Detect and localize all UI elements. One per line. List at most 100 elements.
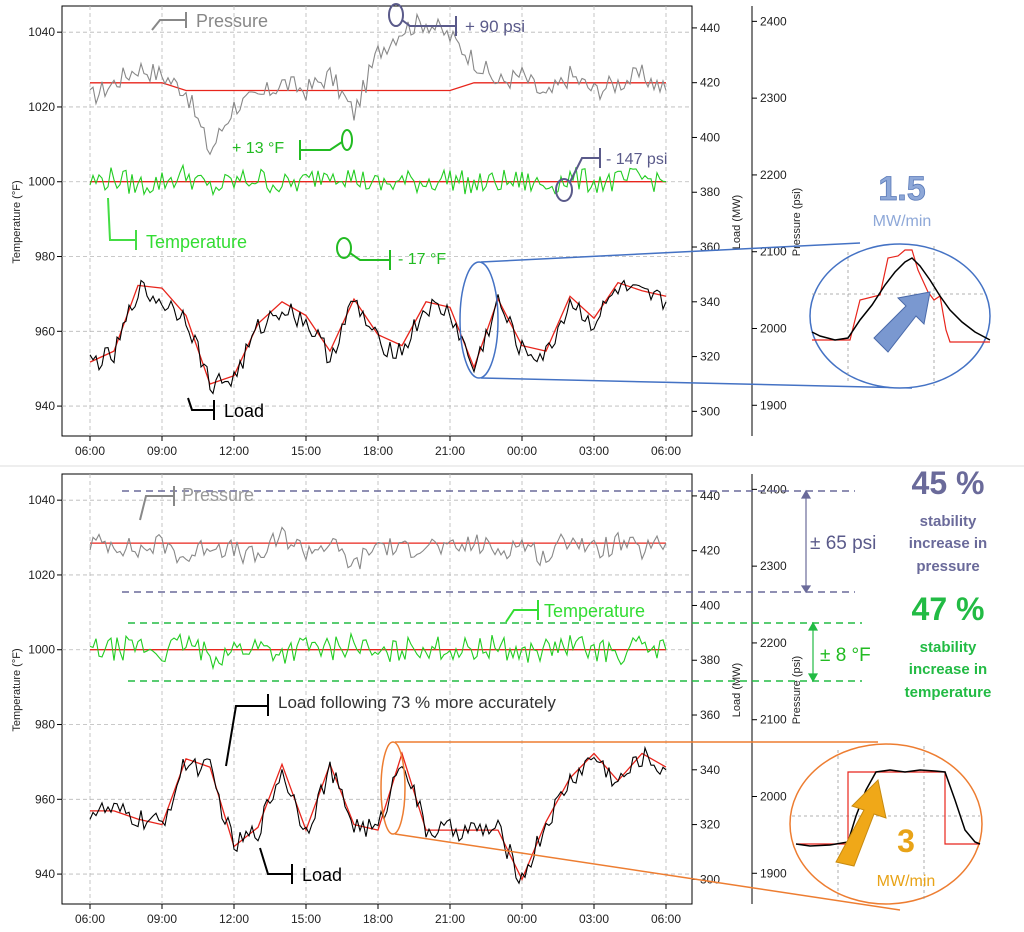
temperature-tick-label: 980	[35, 718, 55, 732]
temperature-tick-label: 940	[35, 867, 55, 881]
temperature-tick-label: 960	[35, 792, 55, 806]
load-tick-label: 360	[700, 708, 720, 722]
x-tick-label: 15:00	[291, 444, 321, 458]
pressure-band-lines	[122, 490, 855, 593]
temperature-ticks: 940 960 980 1000 1020 1040	[28, 25, 62, 413]
load-tick-label: 340	[700, 295, 720, 309]
pressure-tick-label: 2200	[760, 168, 787, 182]
load-tick-label: 400	[700, 130, 720, 144]
stat-temperature-line-1: stability	[920, 639, 977, 656]
pressure-tick-label: 2000	[760, 322, 787, 336]
x-tick-label: 03:00	[579, 444, 609, 458]
temp-peak-marker-ellipse	[341, 129, 353, 151]
zoom-inset-gridlines	[812, 246, 986, 386]
series-temperature-line	[89, 163, 667, 197]
load-ticks: 300 320 340 360 380 400 420 440	[692, 21, 720, 418]
temperature-range-arrow-icon	[807, 621, 819, 683]
x-tick-label: 09:00	[147, 912, 177, 926]
series-group	[89, 526, 667, 885]
temperature-callout-line	[505, 600, 539, 623]
ramp-rate-value: 3	[897, 823, 915, 859]
temp-dip-marker-ellipse	[336, 237, 352, 259]
x-tick-label: 21:00	[435, 912, 465, 926]
pressure-tick-label: 1900	[760, 866, 787, 880]
temperature-ticks: 940 960 980 1000 1020 1040	[28, 493, 62, 881]
temp-dip-callout-line	[349, 250, 391, 270]
x-tick-label: 06:00	[651, 444, 681, 458]
annotation-load: Load	[224, 401, 264, 421]
temperature-callout-line	[107, 197, 137, 250]
series-load-line	[89, 279, 667, 395]
x-tick-label: 00:00	[507, 912, 537, 926]
annotation-minus-147-psi: - 147 psi	[606, 151, 667, 168]
temperature-tick-label: 1000	[28, 175, 55, 189]
zoom-connector-top	[480, 242, 861, 263]
x-ticks: 06:00 09:00 12:00 15:00 18:00 21:00 00:00 03:00…	[75, 436, 681, 458]
load-tick-label: 360	[700, 240, 720, 254]
panel-after: 06:00 09:00 12:00 15:00 18:00 21:00 00:00 03:00…	[11, 465, 991, 926]
annotation-plus-minus-65-psi: ± 65 psi	[810, 533, 876, 554]
annotation-minus-17-f: - 17 °F	[398, 251, 446, 268]
load-tick-label: 300	[700, 872, 720, 886]
panel-before: 06:00 09:00 12:00 15:00 18:00 21:00 00:00 03:00…	[11, 3, 991, 458]
stat-pressure-line-1: stability	[920, 513, 977, 530]
ramp-rate-unit: MW/min	[877, 873, 936, 890]
pressure-callout-line	[139, 486, 175, 521]
pressure-tick-label: 2400	[760, 14, 787, 28]
pressure-range-arrow-icon	[800, 489, 812, 594]
x-tick-label: 06:00	[75, 912, 105, 926]
x-tick-label: 12:00	[219, 444, 249, 458]
stat-pressure-value: 45 %	[912, 465, 985, 501]
stat-pressure-line-2: increase in	[909, 535, 987, 552]
annotation-plus-13-f: + 13 °F	[232, 140, 284, 157]
temp-peak-callout-line	[299, 140, 343, 160]
annotation-load: Load	[302, 865, 342, 885]
annotation-pressure: Pressure	[182, 485, 254, 505]
load-tick-label: 340	[700, 763, 720, 777]
load-accuracy-callout-line	[225, 694, 269, 767]
zoom-connector-bottom	[394, 833, 901, 911]
pressure-tick-label: 2200	[760, 636, 787, 650]
x-ticks: 06:00 09:00 12:00 15:00 18:00 21:00 00:00 03:00…	[75, 904, 681, 926]
load-callout-line	[259, 847, 293, 884]
x-tick-label: 18:00	[363, 444, 393, 458]
temperature-axis-label: Temperature (°F)	[11, 648, 23, 731]
pressure-tick-label: 1900	[760, 398, 787, 412]
zoom-region-ellipse	[459, 261, 499, 379]
pressure-dip-marker-ellipse	[555, 178, 573, 202]
load-axis-label: Load (MW)	[731, 663, 743, 717]
stat-temperature-value: 47 %	[912, 591, 985, 627]
series-pressure-line	[89, 526, 667, 570]
ramp-rate-value: 1.5	[878, 170, 925, 208]
load-tick-label: 380	[700, 653, 720, 667]
temperature-tick-label: 1020	[28, 100, 55, 114]
x-tick-label: 06:00	[651, 912, 681, 926]
x-tick-label: 03:00	[579, 912, 609, 926]
x-tick-label: 18:00	[363, 912, 393, 926]
load-tick-label: 400	[700, 598, 720, 612]
zoom-region-ellipse	[380, 741, 406, 835]
load-tick-label: 320	[700, 818, 720, 832]
load-tick-label: 380	[700, 185, 720, 199]
x-tick-label: 09:00	[147, 444, 177, 458]
grid	[62, 474, 692, 904]
x-tick-label: 06:00	[75, 444, 105, 458]
annotation-temperature: Temperature	[544, 601, 645, 621]
pressure-tick-label: 2400	[760, 482, 787, 496]
ramp-rate-arrow-icon	[835, 778, 887, 867]
temperature-tick-label: 940	[35, 399, 55, 413]
load-tick-label: 300	[700, 404, 720, 418]
x-tick-label: 21:00	[435, 444, 465, 458]
temperature-band-lines	[128, 622, 862, 682]
peak-marker-ellipse	[388, 3, 404, 27]
stat-temperature-line-3: temperature	[905, 684, 992, 701]
x-tick-label: 00:00	[507, 444, 537, 458]
annotation-plus-minus-8-f: ± 8 °F	[820, 645, 871, 666]
load-tick-label: 420	[700, 544, 720, 558]
series-load-line	[89, 745, 667, 885]
temperature-tick-label: 980	[35, 250, 55, 264]
temperature-tick-label: 960	[35, 324, 55, 338]
